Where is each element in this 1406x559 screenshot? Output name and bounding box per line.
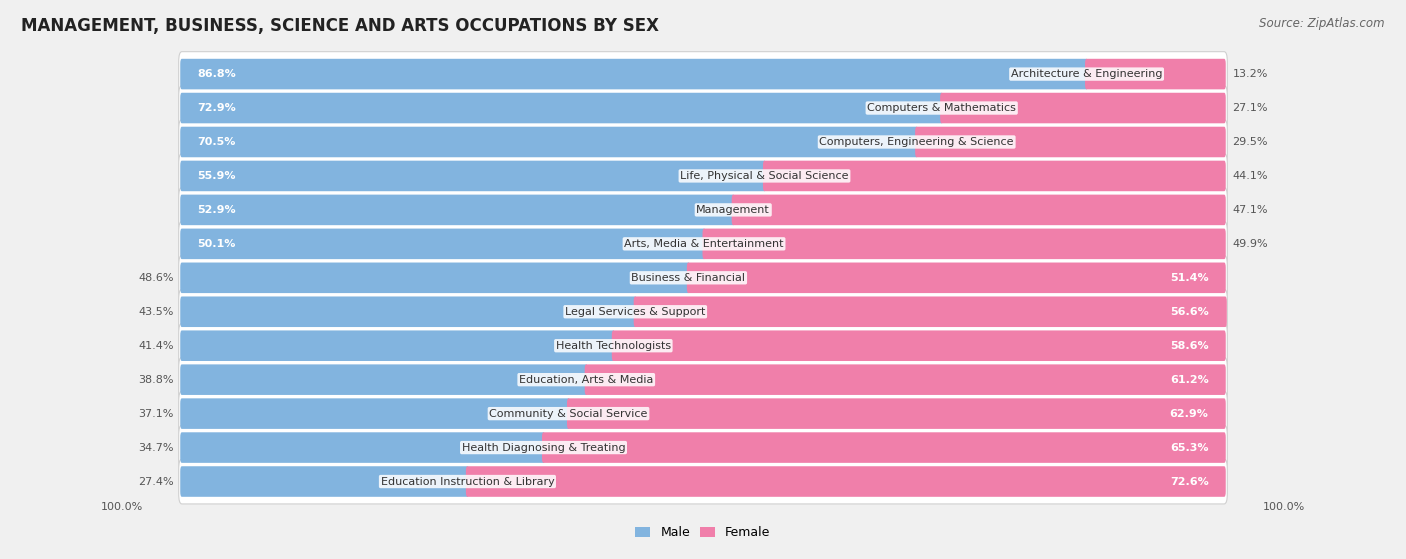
FancyBboxPatch shape xyxy=(180,160,766,191)
Text: 86.8%: 86.8% xyxy=(197,69,236,79)
FancyBboxPatch shape xyxy=(634,296,1227,327)
FancyBboxPatch shape xyxy=(541,432,1226,463)
FancyBboxPatch shape xyxy=(731,195,1226,225)
FancyBboxPatch shape xyxy=(179,51,1227,97)
Text: Management: Management xyxy=(696,205,770,215)
Text: 100.0%: 100.0% xyxy=(1263,502,1306,512)
FancyBboxPatch shape xyxy=(763,160,1226,191)
FancyBboxPatch shape xyxy=(180,330,614,361)
Text: Education Instruction & Library: Education Instruction & Library xyxy=(381,476,554,486)
Text: Health Diagnosing & Treating: Health Diagnosing & Treating xyxy=(461,443,626,453)
Text: 27.4%: 27.4% xyxy=(138,476,173,486)
FancyBboxPatch shape xyxy=(585,364,1226,395)
FancyBboxPatch shape xyxy=(180,364,588,395)
FancyBboxPatch shape xyxy=(941,93,1226,124)
Text: 48.6%: 48.6% xyxy=(138,273,173,283)
Text: Architecture & Engineering: Architecture & Engineering xyxy=(1011,69,1163,79)
Text: 58.6%: 58.6% xyxy=(1170,340,1209,350)
Text: 43.5%: 43.5% xyxy=(138,307,173,317)
FancyBboxPatch shape xyxy=(180,195,735,225)
Text: 38.8%: 38.8% xyxy=(138,375,173,385)
FancyBboxPatch shape xyxy=(180,296,637,327)
FancyBboxPatch shape xyxy=(179,187,1227,233)
Text: Business & Financial: Business & Financial xyxy=(631,273,745,283)
FancyBboxPatch shape xyxy=(180,59,1088,89)
Text: 37.1%: 37.1% xyxy=(138,409,173,419)
FancyBboxPatch shape xyxy=(612,330,1226,361)
Text: Computers, Engineering & Science: Computers, Engineering & Science xyxy=(820,137,1014,147)
Text: 61.2%: 61.2% xyxy=(1170,375,1209,385)
Text: 47.1%: 47.1% xyxy=(1233,205,1268,215)
Text: 62.9%: 62.9% xyxy=(1170,409,1209,419)
Text: Community & Social Service: Community & Social Service xyxy=(489,409,648,419)
Text: Source: ZipAtlas.com: Source: ZipAtlas.com xyxy=(1260,17,1385,30)
Legend: Male, Female: Male, Female xyxy=(636,526,770,539)
Text: 55.9%: 55.9% xyxy=(197,171,236,181)
Text: 51.4%: 51.4% xyxy=(1170,273,1209,283)
Text: 27.1%: 27.1% xyxy=(1233,103,1268,113)
FancyBboxPatch shape xyxy=(465,466,1226,497)
FancyBboxPatch shape xyxy=(688,263,1226,293)
FancyBboxPatch shape xyxy=(179,357,1227,402)
Text: Arts, Media & Entertainment: Arts, Media & Entertainment xyxy=(624,239,783,249)
Text: 50.1%: 50.1% xyxy=(197,239,236,249)
Text: Legal Services & Support: Legal Services & Support xyxy=(565,307,706,317)
FancyBboxPatch shape xyxy=(180,432,546,463)
FancyBboxPatch shape xyxy=(180,229,706,259)
Text: 52.9%: 52.9% xyxy=(197,205,236,215)
FancyBboxPatch shape xyxy=(1085,59,1226,89)
FancyBboxPatch shape xyxy=(180,399,569,429)
Text: 70.5%: 70.5% xyxy=(197,137,236,147)
Text: 72.6%: 72.6% xyxy=(1170,476,1209,486)
FancyBboxPatch shape xyxy=(180,127,918,157)
Text: Health Technologists: Health Technologists xyxy=(555,340,671,350)
Text: Education, Arts & Media: Education, Arts & Media xyxy=(519,375,654,385)
FancyBboxPatch shape xyxy=(179,391,1227,436)
FancyBboxPatch shape xyxy=(179,290,1227,334)
FancyBboxPatch shape xyxy=(179,459,1227,504)
FancyBboxPatch shape xyxy=(179,425,1227,470)
Text: 56.6%: 56.6% xyxy=(1170,307,1209,317)
Text: Life, Physical & Social Science: Life, Physical & Social Science xyxy=(681,171,849,181)
FancyBboxPatch shape xyxy=(567,399,1226,429)
Text: 49.9%: 49.9% xyxy=(1233,239,1268,249)
FancyBboxPatch shape xyxy=(180,466,470,497)
FancyBboxPatch shape xyxy=(179,154,1227,198)
FancyBboxPatch shape xyxy=(179,86,1227,130)
Text: 44.1%: 44.1% xyxy=(1233,171,1268,181)
Text: 41.4%: 41.4% xyxy=(138,340,173,350)
Text: 65.3%: 65.3% xyxy=(1170,443,1209,453)
FancyBboxPatch shape xyxy=(180,93,943,124)
FancyBboxPatch shape xyxy=(179,323,1227,368)
FancyBboxPatch shape xyxy=(915,127,1226,157)
FancyBboxPatch shape xyxy=(179,255,1227,300)
Text: 29.5%: 29.5% xyxy=(1233,137,1268,147)
Text: 13.2%: 13.2% xyxy=(1233,69,1268,79)
FancyBboxPatch shape xyxy=(179,120,1227,164)
Text: 100.0%: 100.0% xyxy=(100,502,143,512)
Text: 72.9%: 72.9% xyxy=(197,103,236,113)
Text: MANAGEMENT, BUSINESS, SCIENCE AND ARTS OCCUPATIONS BY SEX: MANAGEMENT, BUSINESS, SCIENCE AND ARTS O… xyxy=(21,17,659,35)
Text: Computers & Mathematics: Computers & Mathematics xyxy=(868,103,1017,113)
Text: 34.7%: 34.7% xyxy=(138,443,173,453)
FancyBboxPatch shape xyxy=(180,263,690,293)
FancyBboxPatch shape xyxy=(703,229,1226,259)
FancyBboxPatch shape xyxy=(179,221,1227,266)
